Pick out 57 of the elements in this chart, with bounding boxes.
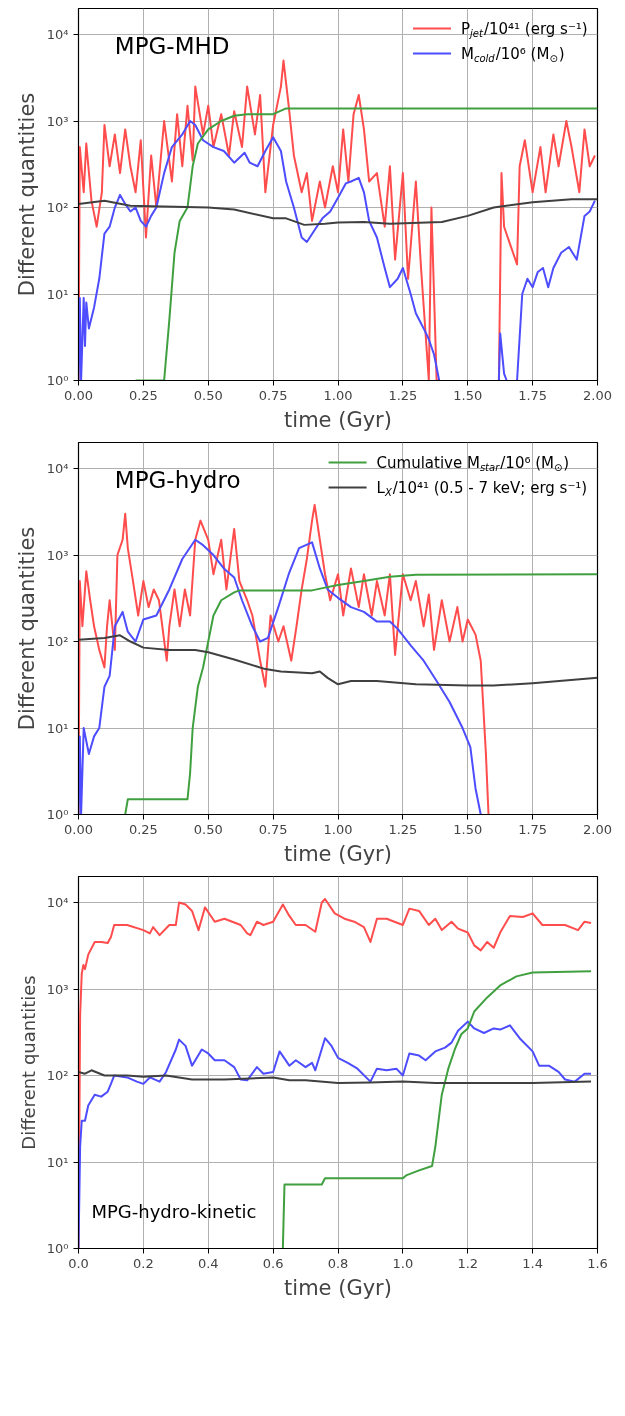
x-tick-label: 1.2 (457, 1255, 479, 1271)
x-tick-label: 0.25 (128, 821, 158, 837)
x-tick-label: 0.50 (193, 821, 223, 837)
x-tick-label: 0.6 (262, 1255, 284, 1271)
line-series (78, 634, 598, 687)
x-tick-label: 0.75 (258, 821, 288, 837)
y-tick-label: 10⁴ (46, 27, 69, 43)
x-tick-label: 0.00 (64, 387, 93, 403)
x-tick-label: 0.8 (327, 1255, 349, 1271)
x-tick-label: 0.4 (197, 1255, 219, 1271)
text: MPG-hydro-kinetic (91, 1200, 257, 1222)
x-tick-label: 2.00 (583, 387, 612, 403)
x-tick-label: 0.50 (193, 387, 223, 403)
y-tick-label: 10¹ (46, 1154, 69, 1170)
x-tick-label: 1.50 (453, 821, 483, 837)
x-axis-title: time (Gyr) (284, 1275, 392, 1300)
line-series (78, 198, 598, 226)
x-tick-label: 0.0 (68, 1255, 89, 1271)
y-tick-label: 10⁴ (46, 461, 69, 477)
y-axis-title: Different quantities (14, 92, 39, 297)
x-tick-label: 1.4 (522, 1255, 543, 1271)
y-tick-label: 10¹ (46, 286, 69, 302)
y-tick-label: 10⁰ (46, 807, 69, 822)
y-axis-title: Different quantities (14, 526, 39, 731)
y-tick-label: 10² (46, 634, 69, 650)
y-tick-label: 10³ (46, 981, 69, 997)
x-tick-label: 1.0 (392, 1255, 414, 1271)
y-tick-label: 10⁰ (46, 1241, 69, 1256)
y-tick-label: 10¹ (46, 720, 69, 736)
y-tick-label: 10² (46, 200, 69, 216)
x-axis-title: time (Gyr) (284, 841, 392, 866)
text: MPG-hydro (114, 466, 241, 493)
x-tick-label: 1.00 (323, 821, 353, 837)
text: MPG-MHD (114, 32, 230, 59)
x-axis-title: time (Gyr) (284, 407, 392, 432)
x-tick-label: 0.25 (128, 387, 158, 403)
x-tick-label: 1.75 (518, 821, 548, 837)
y-tick-label: 10³ (46, 547, 69, 563)
x-tick-label: 1.00 (323, 387, 353, 403)
x-tick-label: 0.2 (133, 1255, 154, 1271)
x-tick-label: 0.00 (64, 821, 93, 837)
line-series (124, 573, 598, 815)
x-tick-label: 1.75 (518, 387, 548, 403)
x-tick-label: 1.50 (453, 387, 483, 403)
y-tick-label: 10³ (46, 113, 69, 129)
line-series (78, 1069, 593, 1084)
line-series (281, 970, 593, 1249)
x-tick-label: 1.25 (388, 821, 418, 837)
y-tick-label: 10⁰ (46, 373, 69, 388)
y-tick-label: 10⁴ (46, 895, 69, 911)
y-tick-label: 10² (46, 1068, 69, 1084)
x-tick-label: 2.00 (583, 821, 612, 837)
x-tick-label: 1.25 (388, 387, 418, 403)
y-axis-title: Different quantities (17, 975, 39, 1150)
x-tick-label: 0.75 (258, 387, 288, 403)
x-tick-label: 1.6 (587, 1255, 608, 1271)
line-series (78, 1020, 593, 1249)
